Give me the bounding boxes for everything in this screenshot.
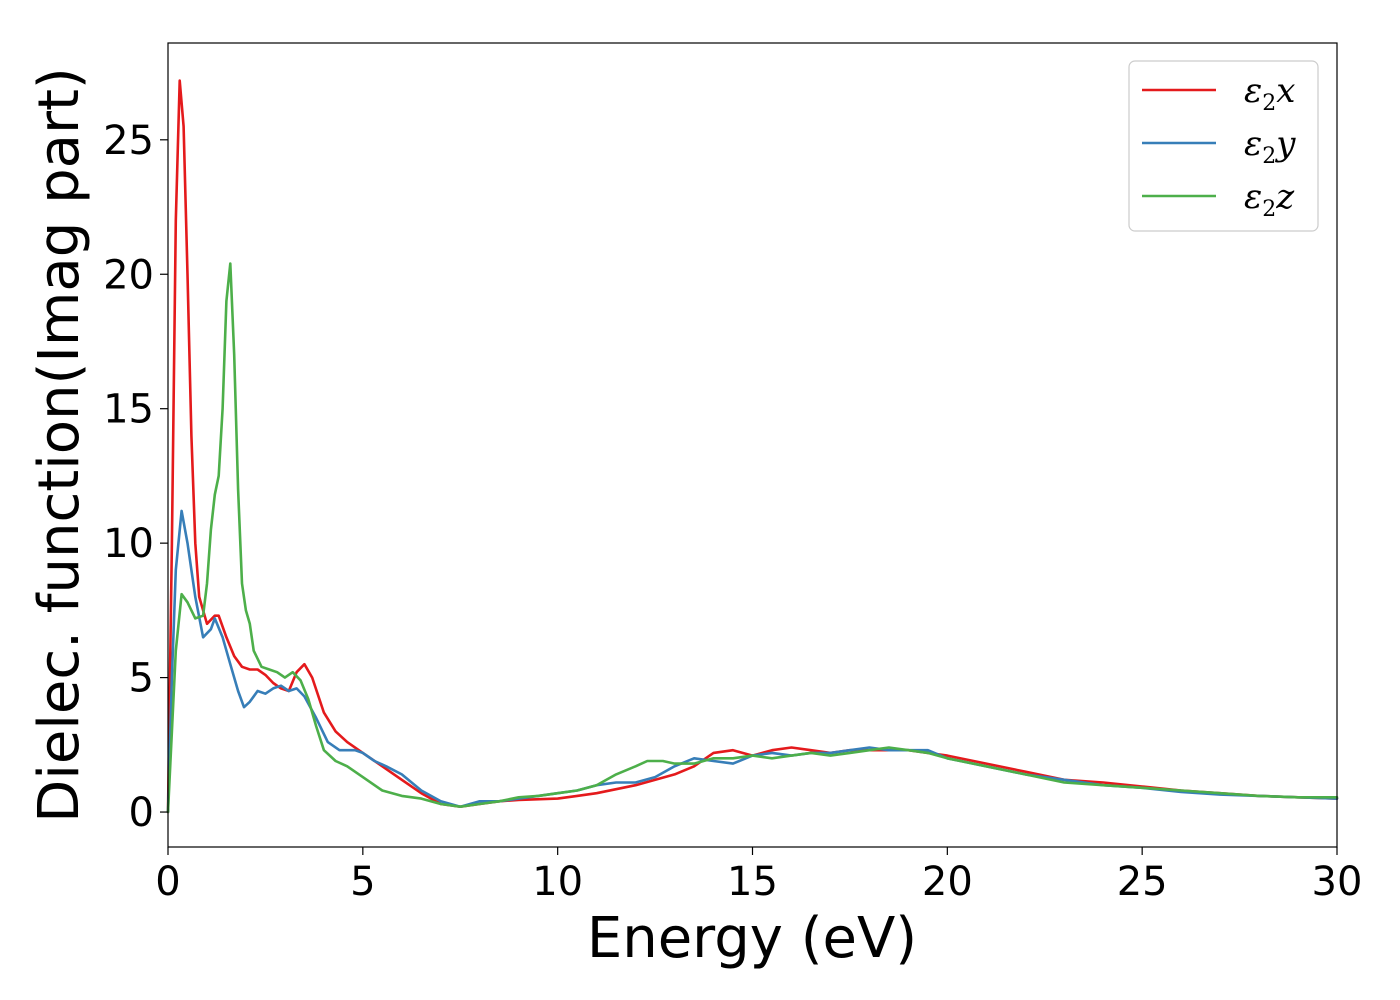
y-axis: 0 5 10 15 20 25	[103, 118, 168, 836]
legend-label-x: ε2x	[1244, 71, 1295, 116]
x-tick-label: 30	[1312, 859, 1363, 905]
legend-box	[1128, 60, 1319, 232]
x-tick-label: 10	[532, 859, 583, 905]
series-layer	[166, 79, 1339, 814]
y-tick-label: 25	[103, 118, 154, 164]
x-axis: 0 5 10 15 20 25 30	[155, 847, 1362, 905]
legend-label-y: ε2y	[1244, 124, 1296, 169]
legend-label-z: ε2z	[1244, 177, 1295, 222]
series-line-z	[166, 262, 1339, 814]
x-tick-label: 0	[155, 859, 180, 905]
y-tick-label: 20	[103, 252, 154, 298]
y-tick-label: 0	[129, 790, 154, 836]
x-axis-title: Energy (eV)	[587, 906, 917, 971]
y-tick-label: 10	[103, 521, 154, 567]
y-tick-label: 5	[129, 656, 154, 702]
y-tick-label: 15	[103, 387, 154, 433]
x-tick-label: 20	[922, 859, 973, 905]
x-tick-label: 25	[1117, 859, 1168, 905]
legend: ε2x ε2y ε2z	[1128, 60, 1319, 232]
y-axis-title: Dielec. function(Imag part)	[27, 67, 92, 823]
x-tick-label: 5	[350, 859, 375, 905]
x-tick-label: 15	[727, 859, 778, 905]
